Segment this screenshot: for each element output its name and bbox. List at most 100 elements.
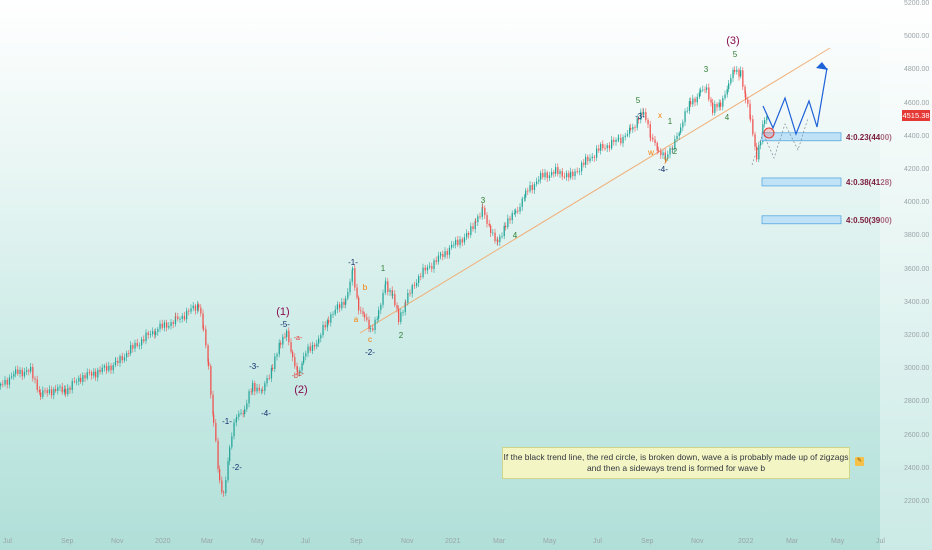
wave-label: a — [354, 315, 359, 324]
candle-body — [297, 370, 299, 373]
candle-body — [611, 139, 613, 149]
candle-body — [276, 354, 278, 357]
candle-body — [503, 225, 505, 237]
candle-body — [706, 87, 708, 90]
candle-body — [722, 98, 724, 107]
candle-body — [636, 118, 638, 128]
candle-body — [227, 461, 229, 481]
wave-labels: (1) (2) (3) -1- -2- -3- -4- -5- -1- -2- -3- -4- -a- -… — [222, 35, 740, 472]
time-tick: Mar — [493, 538, 506, 545]
price-tick: 3600.00 — [904, 265, 930, 273]
candle-body — [73, 381, 76, 382]
candle-body — [538, 179, 540, 182]
note-icon[interactable]: ✎ — [855, 457, 864, 466]
candle-body — [463, 237, 466, 243]
candle-body — [205, 329, 207, 346]
candle-body — [341, 302, 343, 309]
candle-body — [330, 314, 332, 323]
candle-body — [402, 311, 404, 313]
candle-body — [305, 353, 307, 357]
candle-body — [546, 172, 548, 179]
candle-body — [314, 344, 316, 347]
candle-body — [470, 226, 472, 235]
price-tick: 2600.00 — [904, 431, 930, 439]
candle-body — [501, 236, 503, 237]
candle-body — [461, 239, 463, 243]
candle-body — [416, 283, 418, 286]
candle-body — [345, 298, 347, 305]
wave-label: -1- — [348, 258, 358, 267]
candle-body — [728, 83, 730, 90]
candle-body — [71, 381, 73, 390]
candle-body — [17, 369, 19, 374]
candle-body — [188, 310, 190, 312]
target-zone — [761, 177, 842, 187]
candle-body — [710, 99, 712, 103]
candle-body — [57, 387, 59, 391]
candle-body — [453, 244, 455, 246]
candle-body — [750, 118, 752, 120]
candle-body — [718, 102, 720, 108]
wave-label: -3- — [249, 362, 259, 371]
candle-body — [662, 152, 664, 156]
wave-label: 1 — [668, 117, 673, 126]
candle-body — [374, 319, 376, 331]
candle-body — [290, 342, 292, 352]
candle-body — [336, 304, 339, 310]
time-tick: Nov — [111, 538, 124, 545]
candle-body — [475, 221, 477, 223]
projection-path-primary — [762, 67, 828, 136]
price-tick: 3200.00 — [904, 332, 930, 339]
candle-body — [585, 156, 587, 165]
candle-body — [2, 383, 4, 385]
candle-body — [747, 99, 749, 104]
candle-body — [523, 197, 526, 199]
wave-label: 1 — [381, 264, 386, 273]
candle-body — [292, 351, 294, 358]
candle-body — [736, 69, 738, 72]
candle-body — [121, 356, 123, 361]
candle-body — [349, 281, 351, 293]
price-scale[interactable] — [880, 0, 932, 550]
candle-body — [82, 375, 84, 382]
candle-body — [396, 305, 398, 309]
time-tick: Sep — [61, 538, 74, 545]
candle-body — [692, 98, 694, 105]
candle-body — [433, 260, 435, 269]
candle-body — [533, 184, 536, 191]
candle-body — [311, 344, 314, 351]
trendline-break-marker — [763, 127, 775, 139]
candle-body — [431, 266, 433, 269]
candle-body — [724, 94, 726, 99]
wave-label: 2 — [399, 331, 404, 340]
candle-body — [101, 367, 103, 372]
candle-body — [525, 190, 527, 198]
candle-body — [563, 176, 566, 178]
candle-body — [19, 369, 21, 374]
candle-body — [442, 253, 444, 257]
candle-body — [343, 302, 345, 305]
candle-body — [732, 69, 734, 79]
candle-body — [527, 190, 529, 192]
candle-body — [123, 357, 126, 361]
candle-body — [634, 126, 636, 128]
candle-body — [303, 356, 305, 364]
candle-body — [509, 218, 511, 221]
candle-body — [738, 69, 740, 77]
candle-body — [660, 150, 662, 156]
candle-body — [117, 360, 119, 363]
wave-label: 5 — [733, 50, 738, 59]
candle-body — [650, 137, 652, 139]
current-price-badge: 4515.38 — [902, 110, 930, 121]
candle-body — [764, 120, 766, 125]
candle-body — [322, 325, 324, 336]
price-tick: 4000.00 — [904, 199, 930, 207]
candle-body — [568, 173, 570, 178]
candle-body — [15, 369, 17, 374]
candle-body — [229, 447, 231, 462]
candle-body — [149, 334, 152, 335]
candle-body — [559, 171, 561, 175]
time-tick: May — [543, 538, 557, 545]
candle-body — [11, 376, 13, 378]
